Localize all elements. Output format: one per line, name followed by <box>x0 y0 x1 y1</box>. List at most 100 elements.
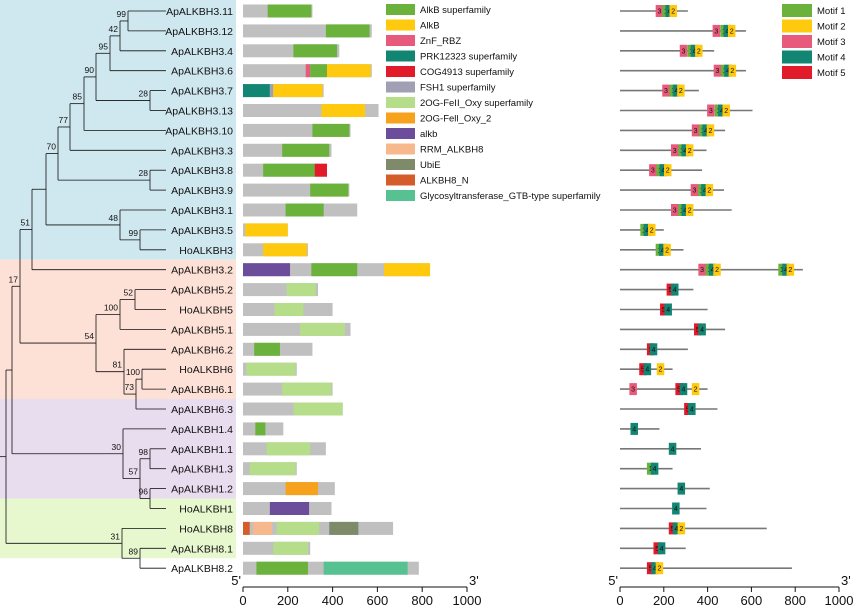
legend-label-2og-feii-oxy-superfamily: 2OG-FeII_Oxy superfamily <box>420 98 533 109</box>
bootstrap-value: 89 <box>129 546 139 556</box>
motif-row-apalkbh3-1: 3142 <box>620 204 732 216</box>
motif-4-label: 4 <box>784 267 788 274</box>
clade-background-group-1 <box>0 0 236 260</box>
domain-alkb-superfamily <box>263 163 315 177</box>
motif-4-box <box>690 44 699 57</box>
domain-alkb <box>263 243 307 257</box>
domain-row-apalkbh1-4 <box>243 422 284 436</box>
legend-swatch-alkbh8-n <box>386 174 415 186</box>
motif-4-box <box>643 223 652 236</box>
domain-row-apalkbh3-7 <box>243 84 324 98</box>
motif-4-label: 4 <box>675 88 679 95</box>
domain-three-prime-label: 3' <box>469 573 479 588</box>
motif-2-label: 2 <box>724 108 728 115</box>
domain-znf-rbz <box>305 64 311 78</box>
motif-3-box <box>629 383 637 396</box>
gene-label-apalkbh3-8: ApALKBH3.8 <box>171 165 233 177</box>
motif-row-apalkbh6-2: 54 <box>620 343 688 356</box>
motif-4-box <box>702 124 710 137</box>
gene-labels: ApALKBH3.11 ApALKBH3.12 ApALKBH3.4 ApALKBH3… <box>165 6 233 575</box>
motif-4-box <box>701 184 709 197</box>
domain-alkb-superfamily <box>325 24 370 38</box>
motif-4-label: 4 <box>683 148 687 155</box>
motif-3-label: 3 <box>700 267 704 274</box>
legend-swatch-cog4913-superfamily <box>386 66 415 77</box>
motif-2-label: 2 <box>707 188 711 195</box>
domain-alkb-superfamily <box>310 183 349 197</box>
gene-label-hoalkbh8: HoALKBH8 <box>179 523 233 535</box>
motif-2-label: 2 <box>730 28 734 35</box>
motif-2-box <box>713 263 721 276</box>
domain-2og-feii-oxy-superfamily <box>249 462 296 476</box>
motif-2-box <box>691 383 700 396</box>
bootstrap-value: 99 <box>129 228 139 238</box>
motif-5-box <box>684 403 692 415</box>
gene-label-apalkbh3-1: ApALKBH3.1 <box>171 205 233 217</box>
domain-cog4913-superfamily <box>314 163 327 177</box>
motif-row-apalkbh3-9: 3142 <box>620 184 725 197</box>
motif-5-box <box>660 303 668 316</box>
motif-row-apalkbh3-6: 3142 <box>620 64 746 77</box>
legend-swatch-fsh1-superfamily <box>386 81 415 93</box>
motif-legend-swatch-5 <box>782 66 812 79</box>
motif-row-apalkbh3-3: 3142 <box>620 144 707 157</box>
bootstrap-value: 99 <box>117 9 127 19</box>
domain-glycosyltransferase-gtb-type-superfamily <box>323 561 408 575</box>
domain-2og-feii-oxy-superfamily <box>246 362 296 376</box>
motif-3-label: 3 <box>694 128 698 135</box>
domain-alkb-superfamily <box>267 4 312 18</box>
motif-row-apalkbh3-10: 3142 <box>620 124 726 137</box>
gene-label-apalkbh6-2: ApALKBH6.2 <box>171 344 233 356</box>
motif-row-apalkbh1-1: 4 <box>620 442 702 455</box>
legend-label-rrm-alkbh8: RRM_ALKBH8 <box>420 145 483 156</box>
domain-row-apalkbh5-2 <box>243 283 319 297</box>
bootstrap-value: 100 <box>104 302 118 312</box>
motif-3-label: 3 <box>673 208 677 215</box>
domain-tick-label: 400 <box>322 593 344 608</box>
domain-tick-label: 800 <box>411 593 433 608</box>
gene-label-hoalkbh5: HoALKBH5 <box>179 305 233 317</box>
motif-5-box <box>639 363 647 376</box>
motif-2-box <box>685 144 694 157</box>
motif-4-label: 4 <box>673 287 677 294</box>
domain-alkb <box>321 104 366 117</box>
legend-label-alkb: alkb <box>420 129 437 140</box>
motif-2-label: 2 <box>730 68 734 75</box>
motif-5-box <box>653 542 661 555</box>
domain-2og-feii-oxy-superfamily <box>266 442 311 456</box>
legend-label-znf-rbz: ZnF_RBZ <box>420 36 461 47</box>
motif-5-box <box>693 323 702 336</box>
motif-row-hoalkbh1: 4 <box>620 502 707 515</box>
domain-row-apalkbh3-4 <box>243 44 340 58</box>
gene-label-apalkbh3-11: ApALKBH3.11 <box>166 6 233 18</box>
motif-tick-label: 400 <box>697 593 719 608</box>
motif-3-label: 3 <box>673 148 677 155</box>
motif-4-label: 4 <box>674 506 678 513</box>
motif-4-box <box>658 243 667 256</box>
domain-prk12323-superfamily <box>243 84 270 98</box>
bootstrap-value: 77 <box>59 115 69 125</box>
motif-panel: 3142314231423142314231423142314231423142… <box>620 5 803 575</box>
motif-legend-swatch-3 <box>782 35 812 48</box>
motif-3-box <box>679 44 688 57</box>
motif-tick-label: 1000 <box>825 593 854 608</box>
motif-3-box <box>712 24 721 37</box>
motif-5-label: 5 <box>668 287 672 294</box>
bootstrap-value: 30 <box>112 442 122 452</box>
domain-2og-feii-oxy-superfamily <box>276 521 320 535</box>
legend-swatch-alkb <box>386 128 415 139</box>
motif-4-box <box>677 482 686 495</box>
motif-2-box <box>706 124 715 137</box>
gene-label-apalkbh3-3: ApALKBH3.3 <box>171 145 233 157</box>
domain-2og-feii-oxy-superfamily <box>282 382 332 396</box>
domain-row-hoalkbh1 <box>243 502 332 515</box>
motif-3-label: 3 <box>716 68 720 75</box>
motif-4-label: 4 <box>632 426 636 433</box>
motif-3-label: 3 <box>651 168 655 175</box>
domain-row-apalkbh3-8 <box>243 163 327 177</box>
motif-4-label: 4 <box>660 546 664 553</box>
gene-label-apalkbh5-2: ApALKBH5.2 <box>171 285 233 297</box>
